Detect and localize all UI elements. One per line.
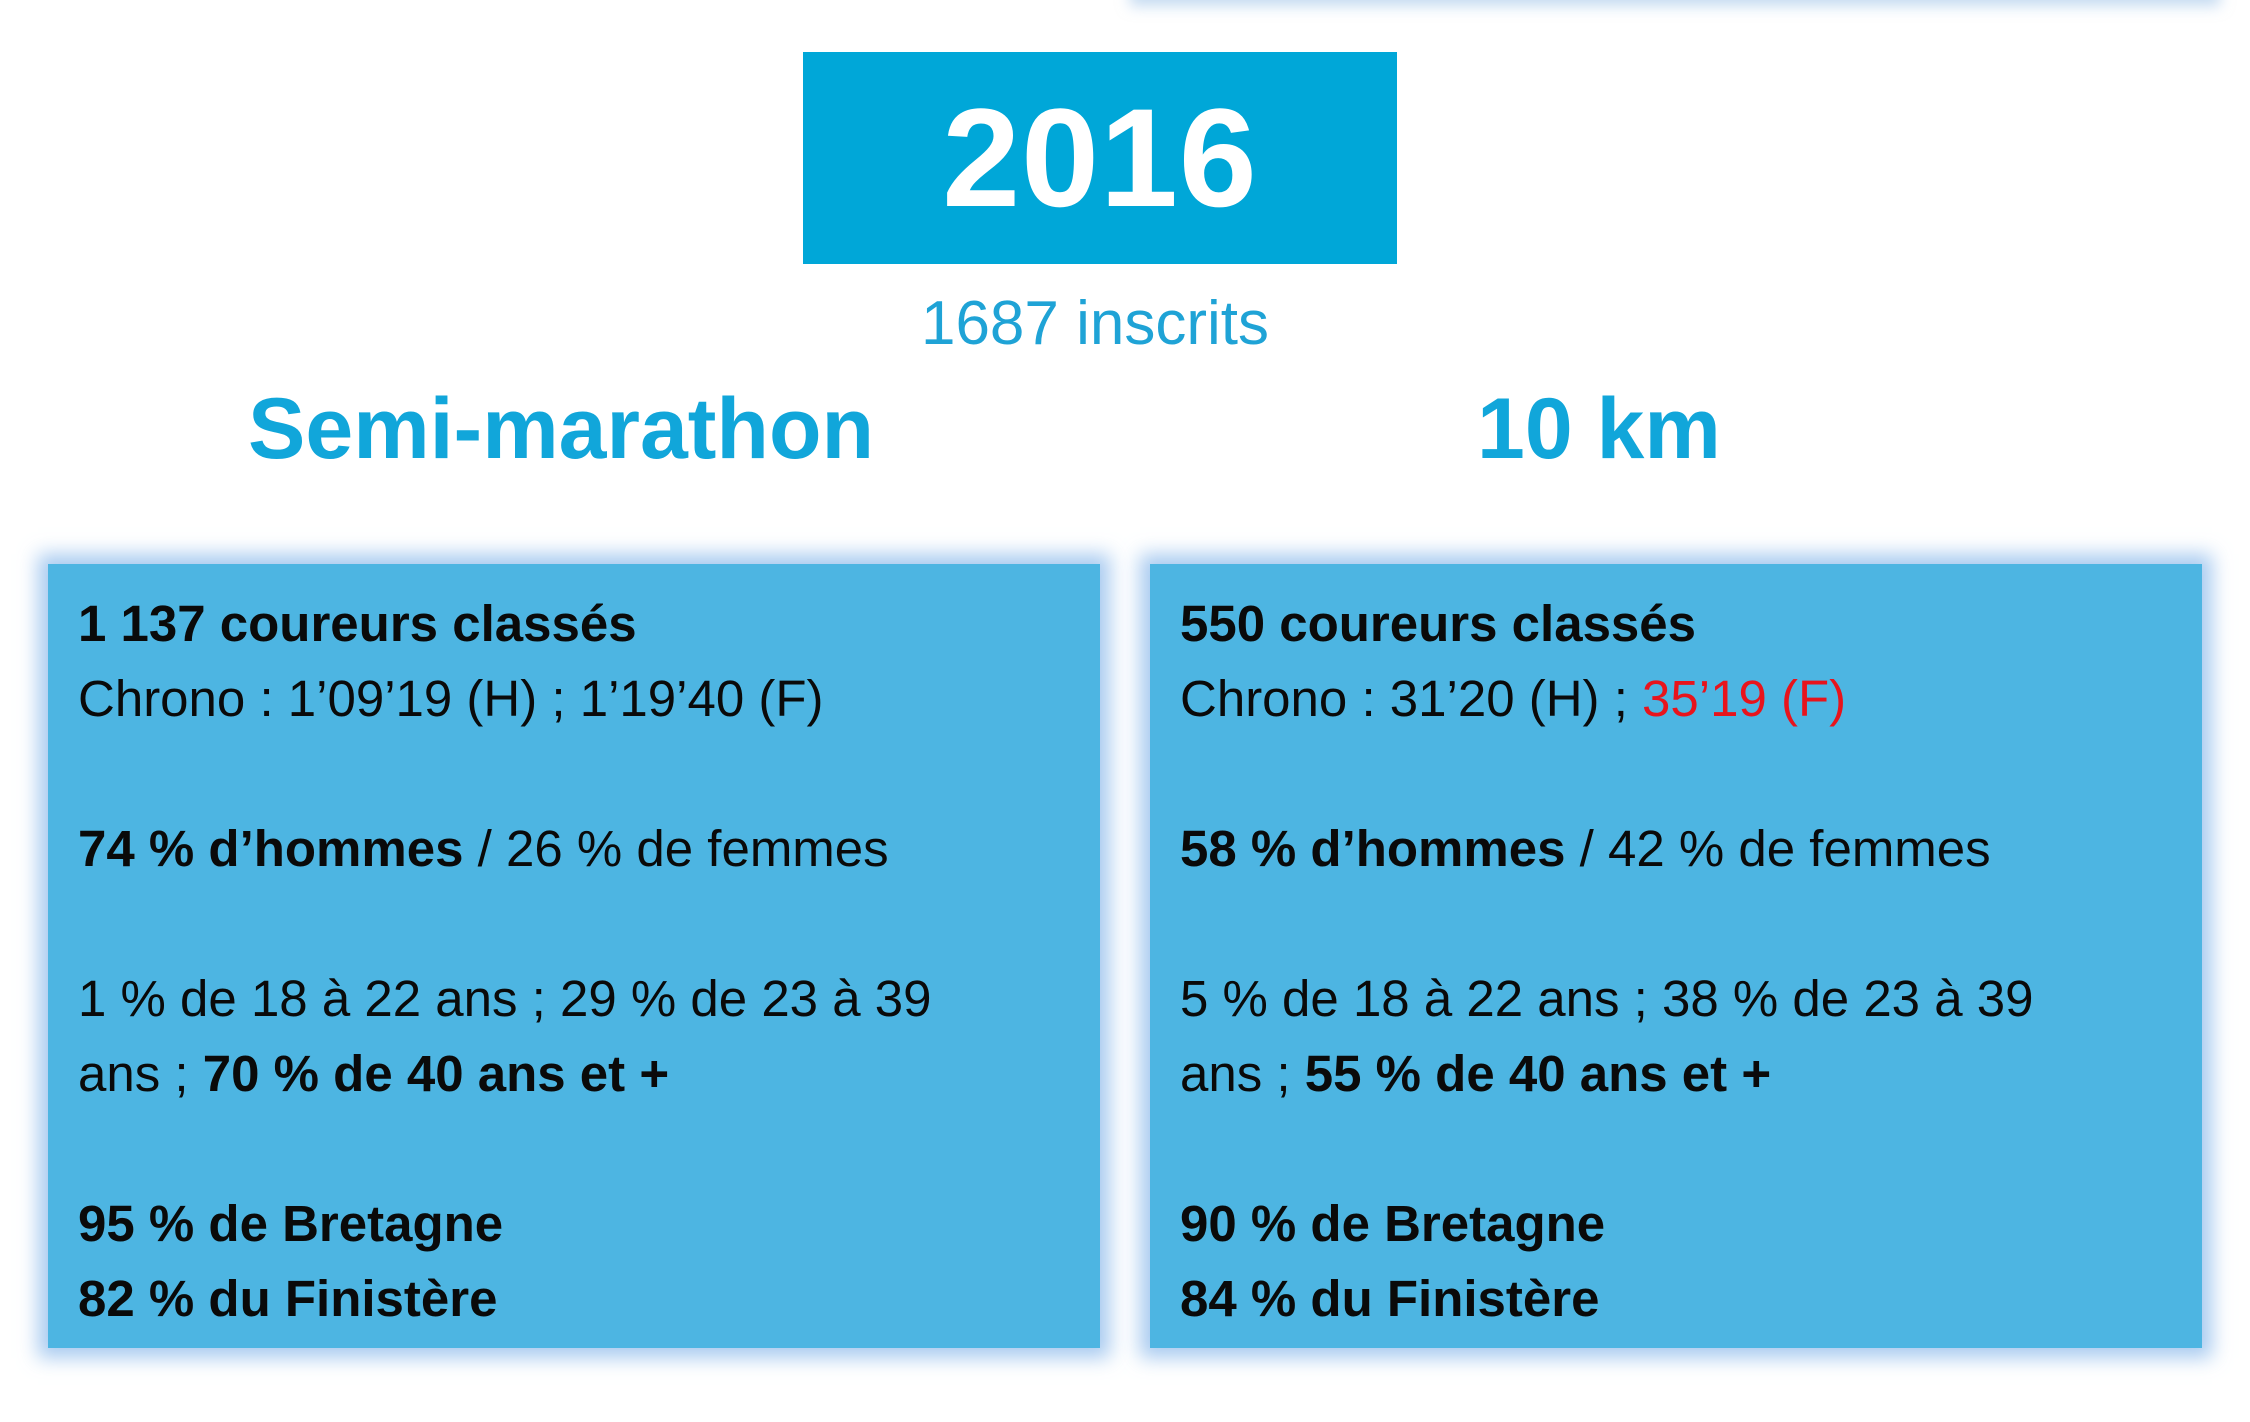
chrono-female: 1’19’40 (F) [579,670,824,727]
year-title: 2016 [942,79,1258,236]
gender-split: 74 % d’hommes / 26 % de femmes [78,811,1070,886]
semi-marathon-heading: Semi-marathon [248,381,875,477]
men-share: 74 % d’hommes [78,820,464,877]
age-split-line1: 1 % de 18 à 22 ans ; 29 % de 23 à 39 [78,970,932,1027]
spacer [78,1111,1070,1186]
spacer [1180,1111,2172,1186]
finistere-share: 82 % du Finistère [78,1270,498,1327]
spacer [78,736,1070,811]
registrations-count: 1687 inscrits [920,289,1270,358]
chrono-male: Chrono : 1’09’19 (H) ; [78,670,580,727]
spacer [1180,886,2172,961]
gender-split: 58 % d’hommes / 42 % de femmes [1180,811,2172,886]
spacer [1180,736,2172,811]
age-40-plus: 70 % de 40 ans et + [202,1045,670,1102]
men-share: 58 % d’hommes [1180,820,1566,877]
age-split-line2: ans ; 70 % de 40 ans et + [78,1036,1070,1111]
finistere-share: 84 % du Finistère [1180,1270,1600,1327]
chrono-line: Chrono : 1’09’19 (H) ; 1’19’40 (F) [78,661,1070,736]
bretagne-share: 95 % de Bretagne [78,1195,504,1252]
age-split-line1: 5 % de 18 à 22 ans ; 38 % de 23 à 39 [1180,970,2034,1027]
age-split-prefix: ans ; [78,1045,203,1102]
ten-km-heading: 10 km [1477,381,1721,477]
spacer [78,886,1070,961]
ten-km-stats-card: 550 coureurs classés Chrono : 31’20 (H) … [1150,564,2202,1348]
ranked-runners: 1 137 coureurs classés [78,595,637,652]
chrono-male: Chrono : 31’20 (H) ; [1180,670,1643,727]
age-split-prefix: ans ; [1180,1045,1305,1102]
year-banner: 2016 [803,52,1397,264]
age-40-plus: 55 % de 40 ans et + [1304,1045,1772,1102]
chrono-female: 35’19 (F) [1642,670,1847,727]
women-share: / 42 % de femmes [1565,820,1991,877]
ranked-runners: 550 coureurs classés [1180,595,1697,652]
chrono-line: Chrono : 31’20 (H) ; 35’19 (F) [1180,661,2172,736]
bretagne-share: 90 % de Bretagne [1180,1195,1606,1252]
age-split-line2: ans ; 55 % de 40 ans et + [1180,1036,2172,1111]
semi-marathon-stats-card: 1 137 coureurs classés Chrono : 1’09’19 … [48,564,1100,1348]
women-share: / 26 % de femmes [463,820,889,877]
